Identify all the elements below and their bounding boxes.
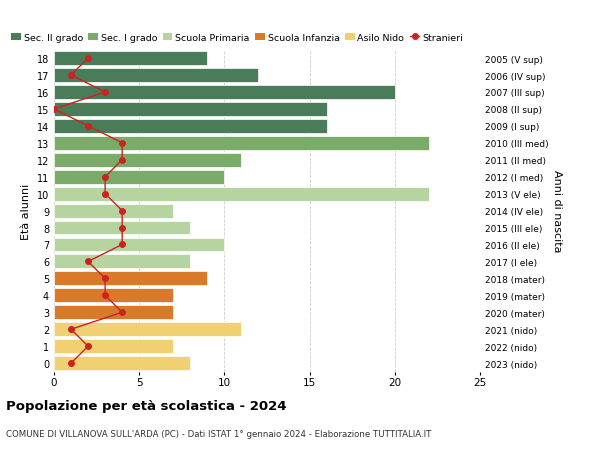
Bar xyxy=(54,221,190,235)
Y-axis label: Anni di nascita: Anni di nascita xyxy=(553,170,562,252)
Y-axis label: Età alunni: Età alunni xyxy=(21,183,31,239)
Bar xyxy=(54,323,241,336)
Text: Popolazione per età scolastica - 2024: Popolazione per età scolastica - 2024 xyxy=(6,399,287,412)
Bar xyxy=(54,137,429,151)
Text: COMUNE DI VILLANOVA SULL'ARDA (PC) - Dati ISTAT 1° gennaio 2024 - Elaborazione T: COMUNE DI VILLANOVA SULL'ARDA (PC) - Dat… xyxy=(6,429,431,438)
Bar xyxy=(54,153,241,168)
Bar xyxy=(54,289,173,302)
Bar xyxy=(54,306,173,319)
Bar xyxy=(54,69,259,83)
Bar xyxy=(54,204,173,218)
Bar xyxy=(54,255,190,269)
Bar xyxy=(54,103,326,117)
Bar xyxy=(54,187,429,201)
Bar xyxy=(54,340,173,353)
Bar xyxy=(54,272,208,285)
Bar xyxy=(54,52,208,66)
Legend: Sec. II grado, Sec. I grado, Scuola Primaria, Scuola Infanzia, Asilo Nido, Stran: Sec. II grado, Sec. I grado, Scuola Prim… xyxy=(11,34,463,43)
Bar xyxy=(54,86,395,100)
Bar xyxy=(54,356,190,370)
Bar xyxy=(54,120,326,134)
Bar xyxy=(54,170,224,184)
Bar xyxy=(54,238,224,252)
